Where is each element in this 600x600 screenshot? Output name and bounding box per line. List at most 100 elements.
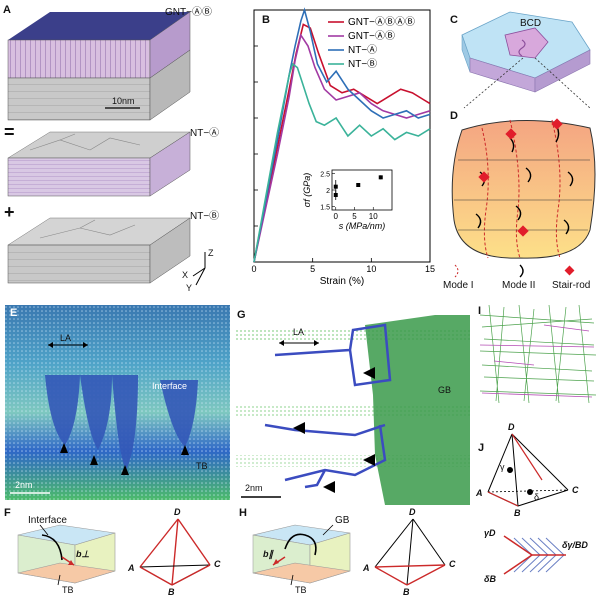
legend-mode-i: Mode I bbox=[443, 280, 474, 291]
panel-label: A bbox=[3, 4, 11, 16]
thompson-tetrahedron-j bbox=[487, 433, 569, 575]
panel-a: A bbox=[0, 0, 240, 295]
inset-y-tick-label: 2 bbox=[326, 188, 330, 195]
panel-i: I bbox=[474, 305, 600, 410]
tb-label: TB bbox=[295, 585, 307, 595]
delta-label: δ bbox=[534, 492, 540, 502]
schematic-h bbox=[252, 518, 446, 586]
interface-label: Interface bbox=[28, 515, 67, 526]
vertex-d: D bbox=[508, 422, 515, 432]
panel-label: G bbox=[237, 309, 246, 321]
axis-label-z: Z bbox=[208, 248, 214, 258]
panel-label: B bbox=[262, 14, 270, 26]
vertex-c: C bbox=[214, 559, 221, 569]
x-axis bbox=[192, 267, 206, 277]
bcd-label: BCD bbox=[520, 18, 542, 29]
panel-label: F bbox=[4, 507, 11, 519]
vertex-d: D bbox=[174, 507, 181, 517]
bcd-grain-illustration bbox=[461, 11, 591, 109]
inset-x-tick-label: 0 bbox=[334, 212, 339, 221]
legend-mode-ii: Mode II bbox=[502, 280, 536, 291]
axis-label-x: X bbox=[182, 270, 189, 280]
dislocation-network-i bbox=[478, 305, 600, 405]
panel-h: H GB b∥ TB D A C B bbox=[235, 505, 470, 600]
panel-f: F Interface b⊥ TB D A C B bbox=[0, 505, 235, 600]
vertex-b: B bbox=[168, 587, 175, 597]
delta-b-label: δB bbox=[484, 574, 496, 584]
delta-gamma-bd-label: δγ/BD bbox=[562, 540, 588, 550]
vertex-c: C bbox=[449, 559, 456, 569]
gamma-label: γ bbox=[500, 462, 505, 472]
panel-label: D bbox=[450, 110, 458, 122]
panel-label: I bbox=[478, 305, 482, 317]
block-label-gnt-ab: GNT−ⒶⒷ bbox=[165, 7, 212, 18]
panel-label: E bbox=[10, 307, 18, 319]
la-label: LA bbox=[60, 333, 72, 343]
inset-x-tick-label: 10 bbox=[369, 212, 378, 221]
atomistic-simulation-e bbox=[5, 305, 230, 500]
plot-frame bbox=[253, 9, 431, 263]
x-axis-label: Strain (%) bbox=[320, 276, 364, 287]
legend-stair-rod: Stair-rod bbox=[552, 280, 591, 291]
inset-y-tick-label: 2.5 bbox=[320, 171, 330, 178]
inset-y-axis-label: σf (GPa) bbox=[302, 173, 312, 207]
gamma-d-label: γD bbox=[484, 528, 496, 538]
x-tick-label: 0 bbox=[251, 264, 256, 274]
panel-label: C bbox=[450, 14, 458, 26]
inset-x-tick-label: 5 bbox=[352, 212, 357, 221]
tb-label: TB bbox=[62, 585, 74, 595]
interface-label: Interface bbox=[152, 381, 188, 391]
gb-label: GB bbox=[335, 515, 350, 526]
legend-label: GNT−ⒶⒷ bbox=[348, 30, 395, 42]
series-line bbox=[253, 62, 431, 263]
x-tick-label: 10 bbox=[366, 264, 376, 274]
vertex-d: D bbox=[409, 507, 416, 517]
equals-operator: = bbox=[4, 122, 15, 142]
inset-x-axis-label: s (MPa/nm) bbox=[339, 221, 386, 231]
inset-y-tick-label: 1.5 bbox=[320, 205, 330, 212]
y-axis bbox=[195, 267, 206, 286]
plus-operator: + bbox=[4, 202, 15, 222]
inset-point bbox=[356, 183, 361, 187]
mode-i-legend-icon bbox=[454, 264, 459, 278]
gb-label: GB bbox=[438, 385, 452, 395]
burgers-vector-label: b⊥ bbox=[76, 549, 90, 559]
burgers-vector-label: b∥ bbox=[263, 549, 273, 559]
x-tick-label: 5 bbox=[310, 264, 315, 274]
la-label: LA bbox=[293, 327, 305, 337]
panel-g: G LA GB 2nm bbox=[235, 305, 470, 505]
panel-j: J D A C B γ δ γD δγ/BD δB bbox=[474, 410, 600, 600]
atomistic-simulation-g bbox=[235, 305, 470, 505]
inset-point bbox=[333, 193, 338, 197]
legend-label: NT−Ⓑ bbox=[348, 58, 377, 70]
block-top-face bbox=[8, 12, 190, 40]
mode-ii-legend-icon bbox=[519, 264, 524, 278]
series-line bbox=[253, 23, 431, 263]
vertex-b: B bbox=[403, 587, 410, 597]
vertex-c: C bbox=[572, 485, 579, 495]
x-tick-label: 15 bbox=[425, 264, 435, 274]
vertex-a: A bbox=[363, 563, 370, 573]
stair-rod-legend-icon bbox=[564, 265, 575, 276]
scale-bar-label: 2nm bbox=[245, 483, 263, 493]
scale-bar-label: 2nm bbox=[15, 480, 33, 490]
vertex-a: A bbox=[128, 563, 135, 573]
panel-e: E LA Interface TB 2nm bbox=[0, 305, 230, 505]
inset-background bbox=[300, 160, 398, 240]
stacked-blocks-illustration bbox=[7, 11, 206, 286]
inset-point bbox=[378, 175, 383, 180]
legend-label: NT−Ⓐ bbox=[348, 44, 377, 56]
block-label-nt-a: NT−Ⓐ bbox=[190, 128, 220, 139]
scale-bar-label: 10nm bbox=[112, 96, 135, 106]
schematic-f bbox=[17, 518, 211, 586]
axis-label-y: Y bbox=[186, 283, 193, 293]
panel-c: C BCD bbox=[440, 0, 600, 110]
legend-label: GNT−ⒶⒷⒶⒷ bbox=[348, 16, 415, 28]
series-line bbox=[253, 33, 431, 263]
dislocation-modes-illustration bbox=[451, 118, 596, 278]
block-label-nt-b: NT−Ⓑ bbox=[190, 211, 220, 222]
panel-label: J bbox=[478, 442, 485, 454]
panel-label: H bbox=[239, 507, 247, 519]
